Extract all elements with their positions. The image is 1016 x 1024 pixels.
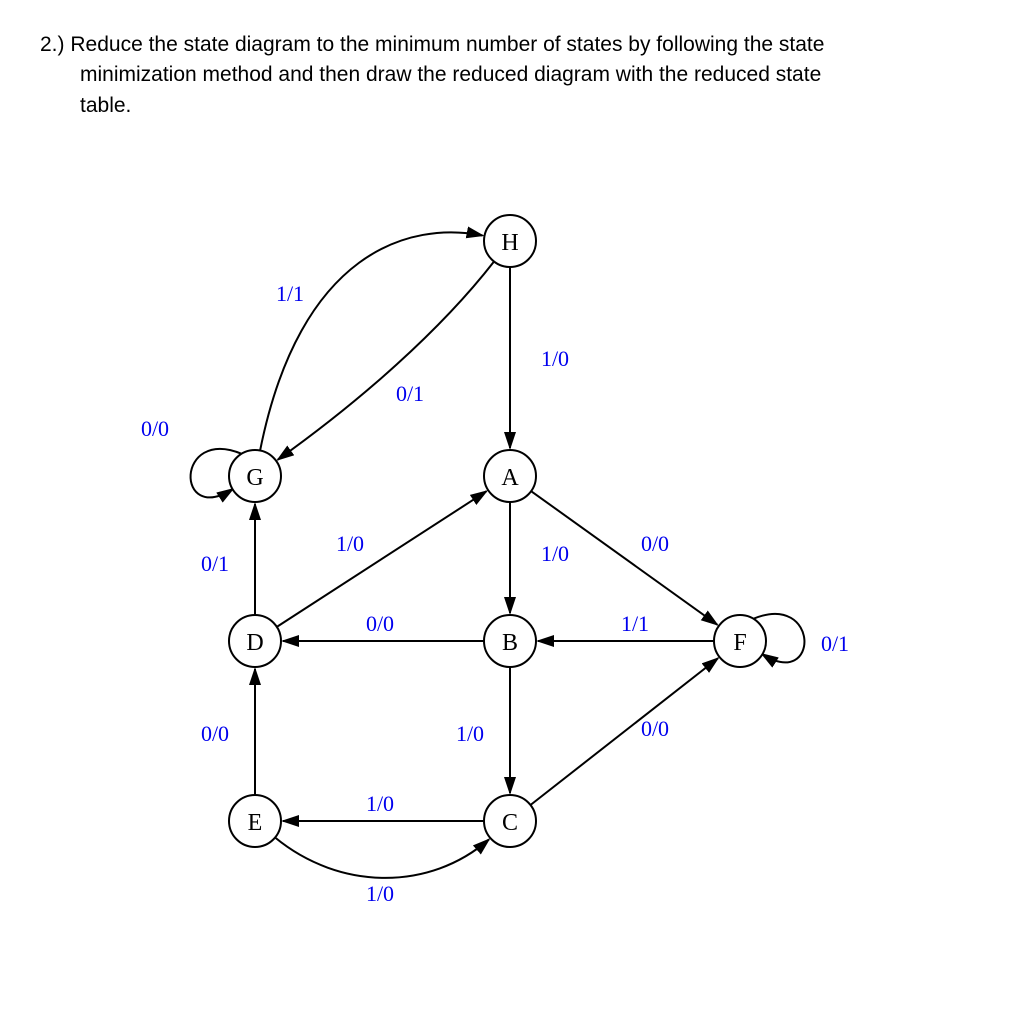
state-label-H: H — [501, 230, 518, 256]
edge-label-E-D: 0/0 — [201, 721, 229, 746]
edge-label-D-G: 0/1 — [201, 551, 229, 576]
edge-label-D-A: 1/0 — [336, 531, 364, 556]
edge-C-F — [530, 659, 717, 806]
edge-label-C-E: 1/0 — [366, 791, 394, 816]
state-label-E: E — [248, 810, 263, 836]
edge-label-H-A: 1/0 — [541, 346, 569, 371]
question-text: 2.) Reduce the state diagram to the mini… — [40, 30, 976, 121]
edge-label-C-F: 0/0 — [641, 716, 669, 741]
question-line1: Reduce the state diagram to the minimum … — [70, 33, 824, 56]
state-label-C: C — [502, 810, 518, 836]
state-label-A: A — [501, 465, 519, 491]
question-line2: minimization method and then draw the re… — [40, 60, 976, 90]
edges-group — [191, 233, 805, 879]
state-label-B: B — [502, 630, 518, 656]
edge-D-A — [277, 492, 487, 628]
state-label-G: G — [246, 465, 263, 491]
edge-G-H — [260, 233, 482, 451]
edge-label-A-B: 1/0 — [541, 541, 569, 566]
edge-label-A-F: 0/0 — [641, 531, 669, 556]
edge-label-H-G: 0/1 — [396, 381, 424, 406]
edge-label-E-C: 1/0 — [366, 881, 394, 906]
nodes-group: H G A D B F E C — [229, 215, 766, 847]
edge-H-G — [278, 262, 494, 460]
edge-label-B-D: 0/0 — [366, 611, 394, 636]
state-label-D: D — [246, 630, 263, 656]
edge-label-F-B: 1/1 — [621, 611, 649, 636]
edge-E-C — [275, 838, 489, 878]
state-diagram: H G A D B F E C 1/1 0/1 1/0 0/0 1/0 0/0 1/0 0/1 0/0 1/1 0… — [80, 181, 900, 941]
question-line3: table. — [40, 91, 976, 121]
question-number: 2.) — [40, 33, 65, 56]
edge-label-G-G: 0/0 — [141, 416, 169, 441]
state-label-F: F — [733, 630, 746, 656]
edge-label-G-H: 1/1 — [276, 281, 304, 306]
edge-label-F-F: 0/1 — [821, 631, 849, 656]
edge-label-B-C: 1/0 — [456, 721, 484, 746]
